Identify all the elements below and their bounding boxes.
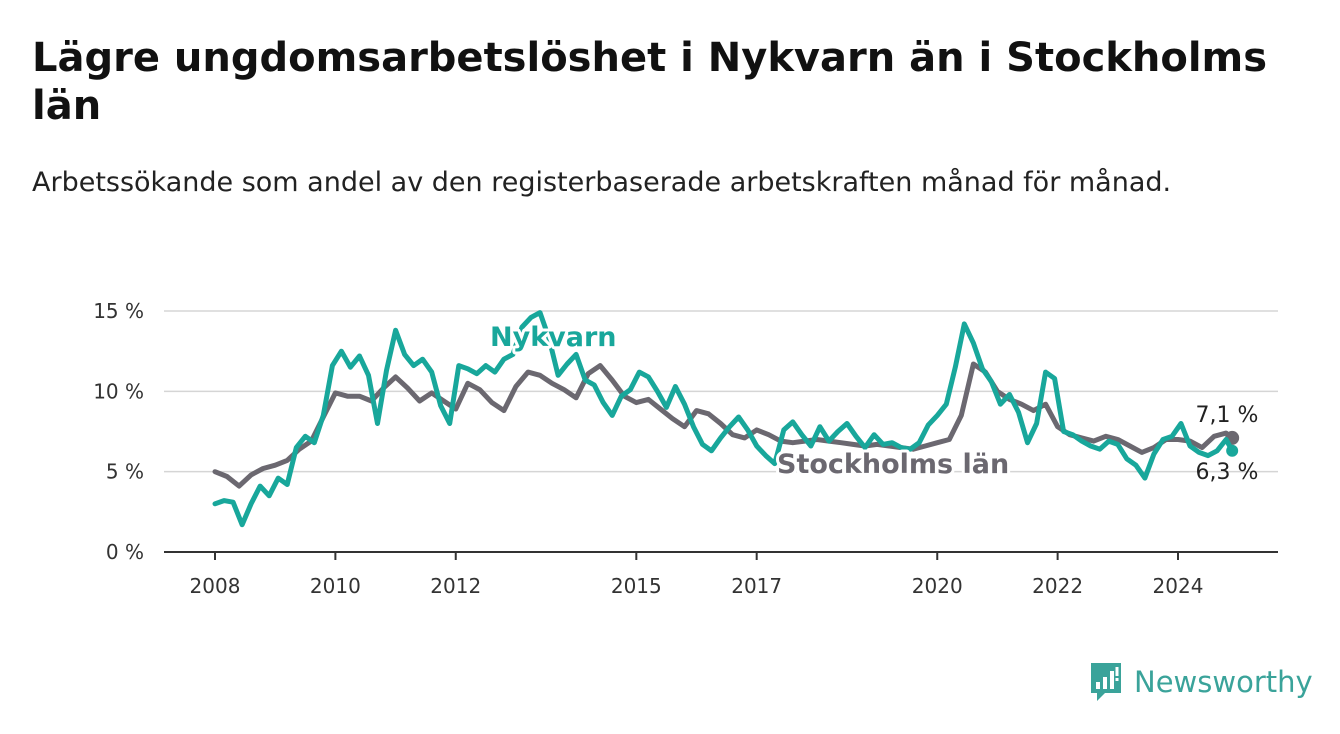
series-label-stockholms-lan: Stockholms län: [777, 449, 1009, 480]
end-label-nykvarn: 6,3 %: [1196, 460, 1259, 485]
x-tick-label: 2008: [190, 574, 241, 598]
chart-title: Lägre ungdomsarbetslöshet i Nykvarn än i…: [32, 35, 1268, 129]
series-label-nykvarn: Nykvarn: [490, 322, 617, 353]
y-tick-label: 0 %: [106, 540, 144, 564]
x-tick-label: 2015: [611, 574, 662, 598]
grid-lines: [164, 310, 1278, 553]
x-tick-label: 2012: [430, 574, 481, 598]
x-tick-label: 2010: [310, 574, 361, 598]
end-point-nykvarn: [1226, 444, 1239, 457]
x-tick-label: 2017: [731, 574, 782, 598]
bar-chart-icon: [1091, 663, 1121, 701]
y-tick-label: 15 %: [93, 299, 144, 323]
end-label-stockholms-lan: 7,1 %: [1196, 403, 1259, 428]
y-axis-ticks: 0 % 5 % 10 % 15 %: [93, 299, 144, 564]
y-tick-label: 5 %: [106, 460, 144, 484]
series-line-nykvarn: [212, 310, 1235, 528]
series-labels: Nykvarn Stockholms län 7,1 % 6,3 %: [487, 319, 1259, 485]
newsworthy-logo: Newsworthy: [1088, 660, 1313, 704]
x-tick-label: 2020: [912, 574, 963, 598]
x-axis-ticks: 2008 2010 2012 2015 2017 2020 2022 2024: [190, 552, 1204, 598]
x-tick-label: 2022: [1032, 574, 1083, 598]
x-tick-label: 2024: [1153, 574, 1204, 598]
brand-name: Newsworthy: [1134, 665, 1313, 699]
chart-subtitle: Arbetssökande som andel av den registerb…: [32, 167, 1172, 198]
y-tick-label: 10 %: [93, 379, 144, 403]
series-lines: [212, 310, 1240, 528]
